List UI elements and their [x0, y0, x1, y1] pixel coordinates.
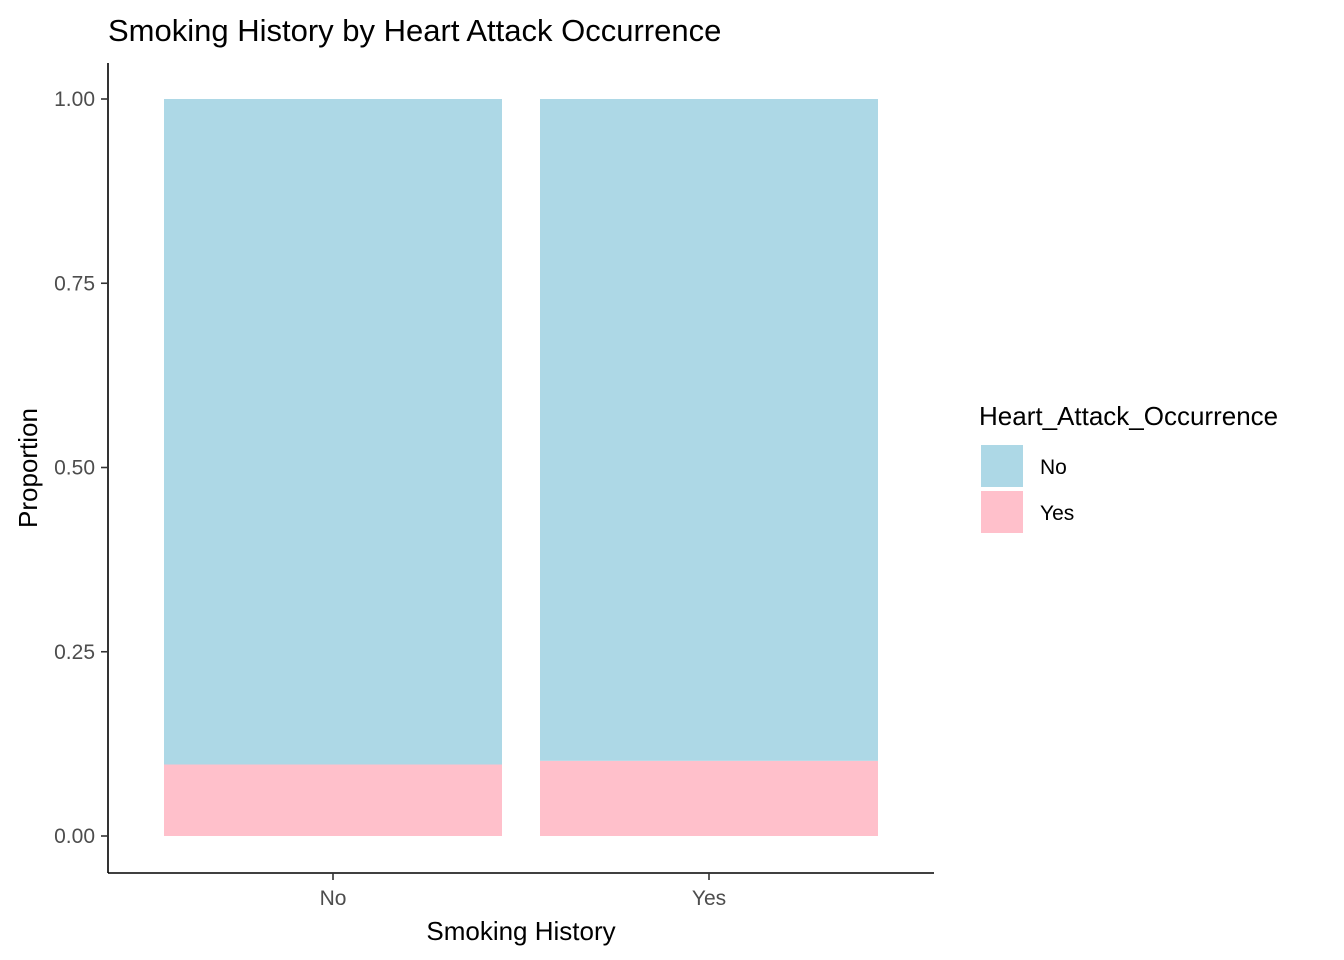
legend-title: Heart_Attack_Occurrence	[979, 401, 1278, 431]
bar-no-yes	[164, 764, 502, 836]
legend-label-no: No	[1040, 456, 1067, 479]
x-axis-title: Smoking History	[426, 916, 615, 946]
y-tick-label: 1.00	[54, 88, 95, 111]
y-tick-label: 0.50	[54, 457, 95, 480]
y-tick-label: 0.00	[54, 825, 95, 848]
legend-label-yes: Yes	[1040, 502, 1074, 525]
x-tick-label: Yes	[692, 887, 726, 910]
bars-group	[164, 99, 878, 836]
x-axis: No Yes	[108, 872, 934, 910]
chart-title: Smoking History by Heart Attack Occurren…	[108, 13, 721, 48]
legend-key-yes	[981, 491, 1023, 533]
y-axis: 0.00 0.25 0.50 0.75 1.00	[54, 63, 109, 873]
legend: Heart_Attack_Occurrence No Yes	[979, 401, 1278, 533]
x-tick-label: No	[320, 887, 347, 910]
y-tick-label: 0.25	[54, 641, 95, 664]
legend-entries: No Yes	[981, 445, 1074, 533]
bar-yes-yes	[540, 760, 878, 836]
y-axis-title: Proportion	[13, 408, 43, 528]
y-tick-label: 0.75	[54, 272, 95, 295]
bar-yes-no	[540, 99, 878, 761]
legend-key-no	[981, 445, 1023, 487]
bar-no-no	[164, 99, 502, 765]
